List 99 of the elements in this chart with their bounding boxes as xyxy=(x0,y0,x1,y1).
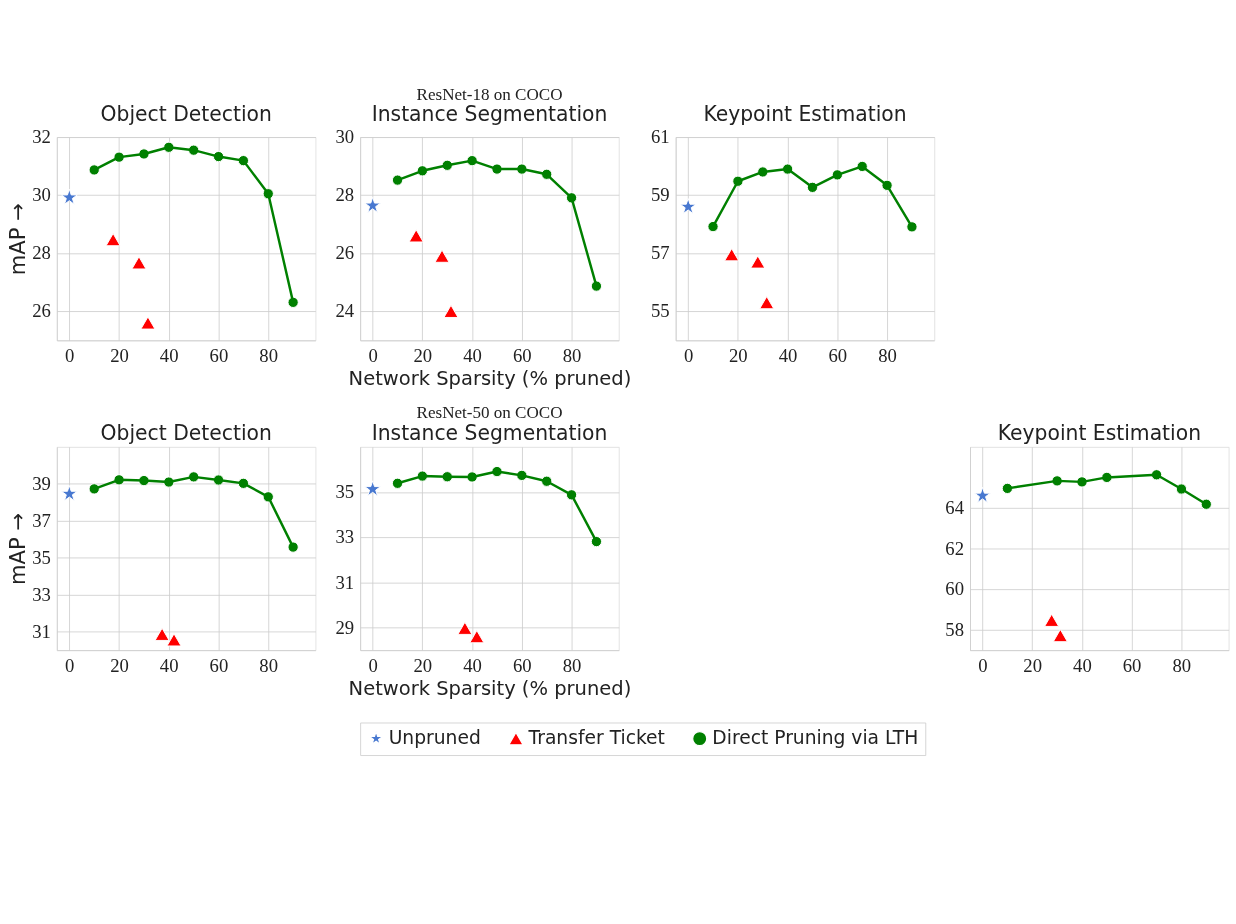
y-tick-label: 30 xyxy=(335,126,355,148)
x-tick-label: 40 xyxy=(778,344,798,366)
x-tick-label: 0 xyxy=(368,654,378,676)
x-tick-label: 0 xyxy=(683,344,694,366)
y-tick-label: 39 xyxy=(32,472,51,494)
y-tick-label: 30 xyxy=(32,184,51,206)
point xyxy=(974,486,991,503)
x-axis-title: Network Sparsity (% pruned) xyxy=(348,676,632,700)
x-tick-label: 0 xyxy=(65,344,75,366)
y-tick-label: 37 xyxy=(32,509,51,531)
point xyxy=(364,480,382,497)
point xyxy=(105,233,121,247)
point xyxy=(60,485,78,502)
legend-label: Unpruned xyxy=(388,727,481,749)
x-tick-label: 20 xyxy=(110,344,129,366)
point xyxy=(469,630,485,644)
y-tick-label: 24 xyxy=(335,300,355,322)
point xyxy=(391,174,404,186)
x-tick-label: 0 xyxy=(65,654,75,676)
point xyxy=(434,249,450,263)
point xyxy=(131,256,147,270)
point xyxy=(1044,613,1060,627)
y-tick-label: 26 xyxy=(32,300,51,322)
point xyxy=(140,316,156,330)
x-tick-label: 80 xyxy=(259,654,279,676)
point xyxy=(287,541,299,553)
x-tick-label: 20 xyxy=(110,654,129,676)
x-tick-label: 60 xyxy=(1122,654,1142,676)
x-tick-label: 40 xyxy=(159,654,179,676)
chart-title: Object Detection xyxy=(100,101,272,126)
chart-title: Object Detection xyxy=(100,420,272,445)
point xyxy=(1052,628,1068,643)
point xyxy=(391,477,404,489)
point xyxy=(679,197,697,215)
chart-subtitle: Instance Segmentation xyxy=(371,101,608,126)
x-tick-label: 20 xyxy=(728,344,748,366)
y-tick-label: 26 xyxy=(335,242,355,264)
point xyxy=(457,621,473,635)
y-tick-label: 61 xyxy=(650,126,670,148)
x-tick-label: 80 xyxy=(562,344,582,366)
point xyxy=(906,221,918,233)
point xyxy=(154,627,170,641)
y-tick-label: 33 xyxy=(32,583,51,605)
y-tick-label: 60 xyxy=(945,578,964,600)
point xyxy=(60,188,78,205)
y-axis-title: mAP → xyxy=(4,512,30,586)
point xyxy=(759,296,775,310)
x-tick-label: 40 xyxy=(463,344,482,366)
x-tick-label: 0 xyxy=(368,344,378,366)
y-tick-label: 33 xyxy=(335,526,355,548)
y-tick-label: 35 xyxy=(335,481,355,503)
chart-title: ResNet-18 on COCO xyxy=(416,84,563,104)
y-tick-label: 28 xyxy=(32,242,51,264)
x-tick-label: 80 xyxy=(259,344,279,366)
y-tick-label: 64 xyxy=(945,497,965,519)
y-tick-label: 31 xyxy=(335,571,355,593)
point xyxy=(750,255,766,269)
y-tick-label: 32 xyxy=(32,126,51,148)
x-axis-title: Network Sparsity (% pruned) xyxy=(348,366,632,390)
x-tick-label: 0 xyxy=(978,654,988,676)
x-tick-label: 60 xyxy=(512,344,532,366)
point xyxy=(166,633,182,647)
legend-label: Transfer Ticket xyxy=(527,727,665,749)
chart-title: ResNet-50 on COCO xyxy=(416,403,563,423)
point xyxy=(408,229,424,243)
x-tick-label: 40 xyxy=(1073,654,1092,676)
y-tick-label: 29 xyxy=(335,616,355,638)
x-tick-label: 80 xyxy=(562,654,582,676)
x-tick-label: 60 xyxy=(209,654,229,676)
chart-title: Keypoint Estimation xyxy=(997,420,1202,445)
point xyxy=(724,248,740,262)
x-tick-label: 60 xyxy=(828,344,848,366)
point xyxy=(364,196,382,213)
point xyxy=(443,304,459,318)
x-tick-label: 20 xyxy=(413,344,433,366)
y-tick-label: 31 xyxy=(32,620,51,642)
y-tick-label: 59 xyxy=(650,184,670,206)
y-tick-label: 55 xyxy=(650,300,670,322)
x-tick-label: 20 xyxy=(1023,654,1043,676)
chart-subtitle: Instance Segmentation xyxy=(371,420,608,445)
point xyxy=(1001,482,1014,495)
x-tick-label: 80 xyxy=(878,344,897,366)
x-tick-label: 40 xyxy=(463,654,482,676)
point xyxy=(287,296,299,308)
point xyxy=(707,220,719,233)
y-tick-label: 62 xyxy=(945,537,964,559)
point xyxy=(590,280,603,292)
x-tick-label: 60 xyxy=(209,344,229,366)
y-axis-title: mAP → xyxy=(4,203,30,276)
x-tick-label: 40 xyxy=(159,344,179,366)
legend-label: Direct Pruning via LTH xyxy=(712,727,919,749)
y-tick-label: 35 xyxy=(32,546,51,568)
y-tick-label: 28 xyxy=(335,184,355,206)
chart-title: Keypoint Estimation xyxy=(703,101,907,126)
x-tick-label: 20 xyxy=(413,654,433,676)
x-tick-label: 60 xyxy=(512,654,532,676)
y-tick-label: 58 xyxy=(945,618,964,640)
x-tick-label: 80 xyxy=(1172,654,1192,676)
y-tick-label: 57 xyxy=(650,242,670,264)
